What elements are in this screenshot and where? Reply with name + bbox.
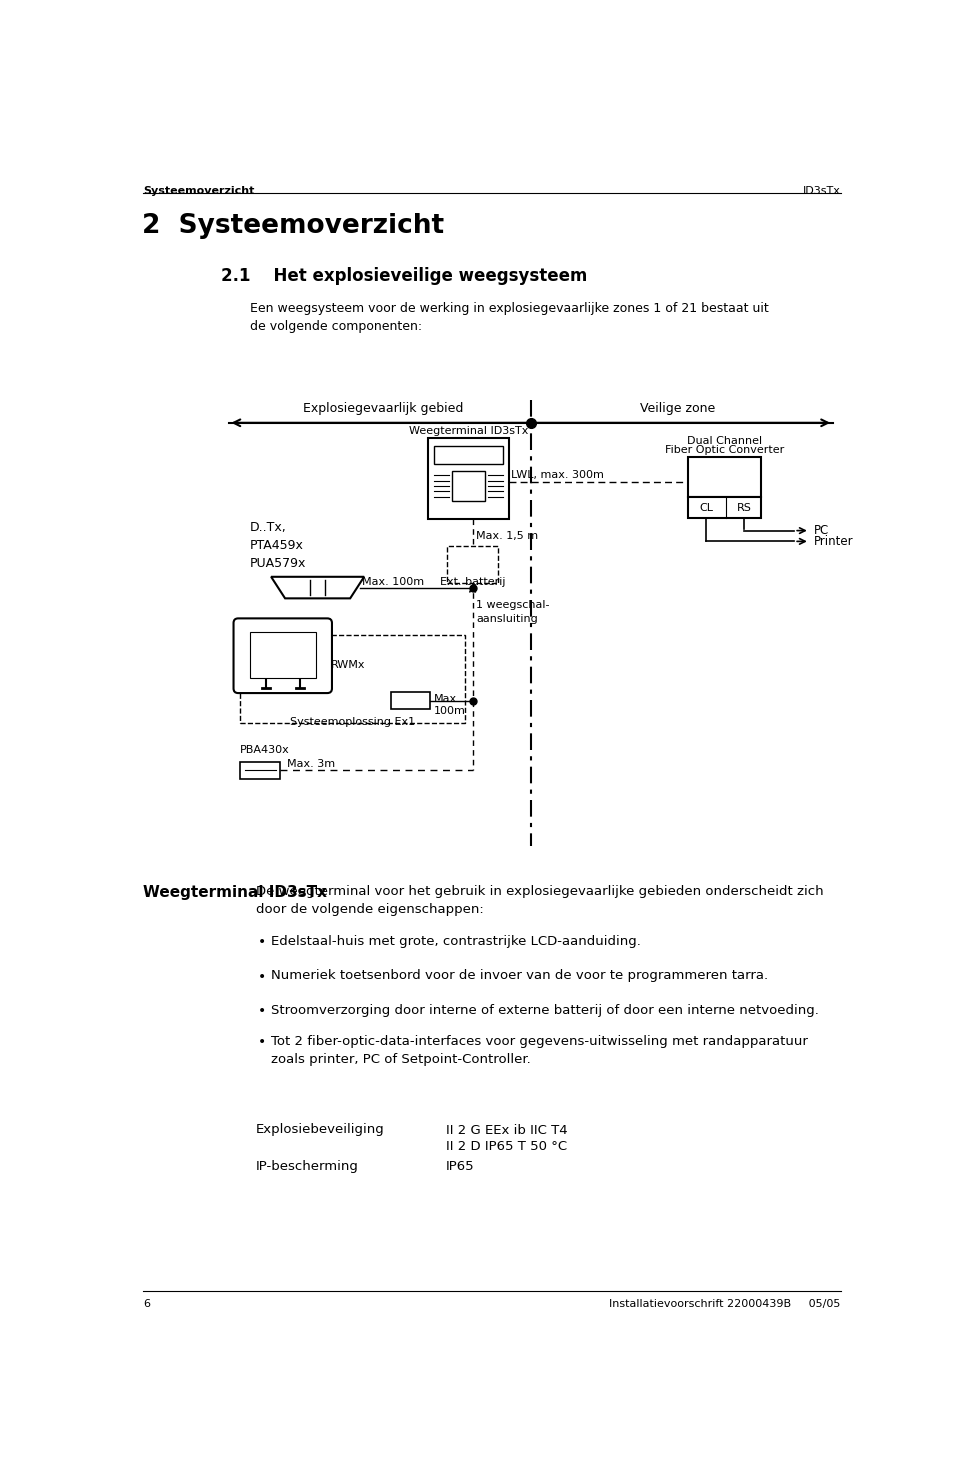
Text: Veilige zone: Veilige zone [640,403,715,415]
Text: 1 weegschal-
aansluiting: 1 weegschal- aansluiting [476,600,550,623]
Text: •: • [258,935,266,948]
Text: Systeemoverzicht: Systeemoverzicht [143,185,254,196]
Text: ID3sTx: ID3sTx [803,185,841,196]
Text: II 2 G EEx ib IIC T4: II 2 G EEx ib IIC T4 [445,1123,567,1136]
Bar [687,497,761,519]
Text: PC: PC [814,525,828,537]
Text: Ext. batterij: Ext. batterij [440,576,505,587]
Text: Dual Channel: Dual Channel [687,437,762,445]
Text: II 2 D IP65 T 50 °C: II 2 D IP65 T 50 °C [445,1141,566,1154]
FancyBboxPatch shape [233,619,332,692]
Bar [687,457,761,497]
Text: Fiber Optic Converter: Fiber Optic Converter [665,445,784,456]
Text: Explosiegevaarlijk gebied: Explosiegevaarlijk gebied [303,403,464,415]
Bar [447,545,498,584]
Text: De weegterminal voor het gebruik in explosiegevaarlijke gebieden onderscheidt zi: De weegterminal voor het gebruik in expl… [255,885,824,916]
Text: RWMx: RWMx [331,660,366,670]
Text: 6: 6 [143,1299,151,1310]
Bar [250,632,316,679]
Text: IP65: IP65 [445,1160,474,1173]
Text: PBA430x: PBA430x [240,745,290,756]
Text: Explosiebeveiliging: Explosiebeveiliging [255,1123,384,1136]
Text: Max. 3m: Max. 3m [287,759,335,769]
Text: Max. 100m: Max. 100m [362,576,424,587]
Bar [428,438,510,519]
Text: Numeriek toetsenbord voor de invoer van de voor te programmeren tarra.: Numeriek toetsenbord voor de invoer van … [271,970,768,982]
Text: Installatievoorschrift 22000439B     05/05: Installatievoorschrift 22000439B 05/05 [610,1299,841,1310]
Text: Weegterminal ID3sTx: Weegterminal ID3sTx [409,426,528,437]
Polygon shape [271,576,364,598]
Text: Max.
100m: Max. 100m [434,694,466,716]
Text: RS: RS [737,503,752,513]
Text: Max. 1,5 m: Max. 1,5 m [476,531,538,541]
Text: 2  Systeemoverzicht: 2 Systeemoverzicht [142,213,444,240]
Text: 2.1    Het explosieveilige weegsysteem: 2.1 Het explosieveilige weegsysteem [221,268,588,285]
Text: •: • [258,1035,266,1050]
Text: Weegterminal ID3sTx: Weegterminal ID3sTx [143,885,327,900]
Bar [392,692,430,709]
Text: Printer: Printer [814,535,853,548]
Text: LWL, max. 300m: LWL, max. 300m [511,470,604,481]
Bar [240,761,280,779]
Text: D..Tx,
PTA459x
PUA579x: D..Tx, PTA459x PUA579x [251,522,306,570]
Text: CL: CL [699,503,713,513]
Bar [434,445,503,465]
Text: Edelstaal-huis met grote, contrastrijke LCD-aanduiding.: Edelstaal-huis met grote, contrastrijke … [271,935,641,948]
Bar [240,635,465,723]
Text: Tot 2 fiber-optic-data-interfaces voor gegevens-uitwisseling met randapparatuur
: Tot 2 fiber-optic-data-interfaces voor g… [271,1035,808,1066]
Text: •: • [258,970,266,983]
Text: •: • [258,1004,266,1019]
Bar [452,470,485,501]
Text: Systeemoplossing Ex1: Systeemoplossing Ex1 [290,717,415,728]
Text: IP-bescherming: IP-bescherming [255,1160,358,1173]
Text: Een weegsysteem voor de werking in explosiegevaarlijke zones 1 of 21 bestaat uit: Een weegsysteem voor de werking in explo… [251,301,769,332]
Text: Stroomverzorging door interne of externe batterij of door een interne netvoeding: Stroomverzorging door interne of externe… [271,1004,819,1017]
